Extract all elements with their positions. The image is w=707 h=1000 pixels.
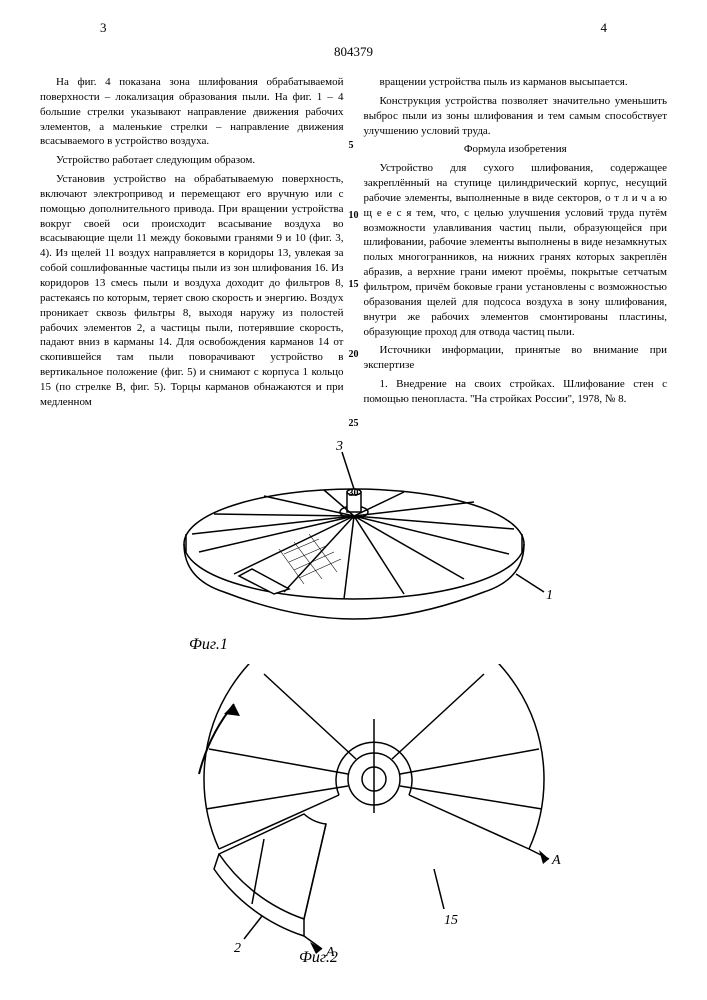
callout-1: 1 (546, 588, 553, 603)
callout-3: 3 (335, 439, 343, 454)
callout-2: 2 (234, 941, 241, 956)
line-num: 15 (349, 278, 359, 292)
sources-title: Источники информации, принятые во вниман… (364, 343, 668, 373)
page-number-right: 4 (601, 20, 608, 36)
page: 3 4 804379 5 10 15 20 25 30 На фиг. 4 по… (0, 0, 707, 1000)
fig1-label: Фиг.1 (189, 636, 228, 653)
page-number-left: 3 (100, 20, 107, 36)
paragraph: Устройство работает следующим образом. (40, 153, 344, 168)
fig2-label: Фиг.2 (299, 949, 338, 964)
paragraph: вращении устройства пыль из карманов выс… (364, 75, 668, 90)
patent-number: 804379 (40, 44, 667, 60)
paragraph: Установив устройство на обрабатываемую п… (40, 172, 344, 410)
page-header: 3 4 (40, 20, 667, 36)
figure-2: A A 2 15 Фиг.2 (144, 664, 564, 964)
line-num: 20 (349, 348, 359, 362)
left-column: На фиг. 4 показана зона шлифования обраб… (40, 75, 344, 414)
right-column: вращении устройства пыль из карманов выс… (364, 75, 668, 414)
line-num: 10 (349, 209, 359, 223)
text-columns: 5 10 15 20 25 30 На фиг. 4 показана зона… (40, 75, 667, 414)
line-numbers: 5 10 15 20 25 30 (349, 75, 359, 500)
callout-15: 15 (444, 913, 458, 928)
formula-title: Формула изобретения (364, 142, 668, 157)
figures-area: 3 1 Фиг.1 (40, 434, 667, 964)
paragraph: Устройство для сухого шлифования, содерж… (364, 161, 668, 339)
paragraph: 1. Внедрение на своих стройках. Шлифован… (364, 377, 668, 407)
paragraph: На фиг. 4 показана зона шлифования обраб… (40, 75, 344, 149)
paragraph: Конструкция устройства позволяет значите… (364, 94, 668, 139)
line-num: 30 (349, 487, 359, 501)
line-num: 25 (349, 417, 359, 431)
callout-A1: A (551, 853, 561, 868)
line-num: 5 (349, 139, 359, 153)
